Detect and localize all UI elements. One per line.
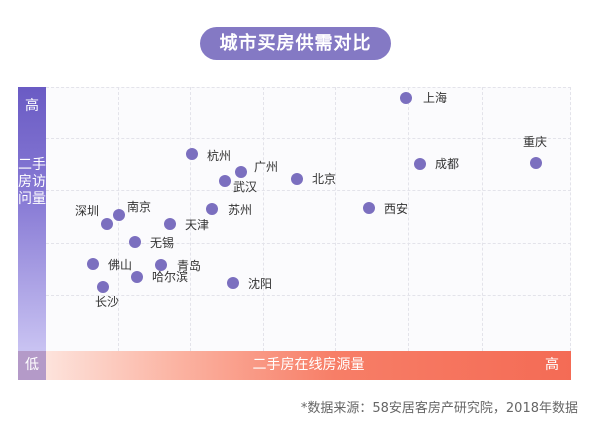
data-point-label: 广州	[254, 160, 279, 174]
x-axis-bar: 二手房在线房源量 高	[46, 351, 571, 380]
data-point-label: 南京	[127, 200, 152, 214]
x-axis-title: 二手房在线房源量	[252, 357, 365, 373]
data-point-label: 哈尔滨	[152, 270, 189, 284]
axis-low-label: 低	[18, 351, 46, 380]
gridline-vertical	[263, 87, 264, 351]
gridline-horizontal	[46, 138, 571, 139]
y-axis-bar: 高 二手房访问量	[18, 87, 46, 351]
gridline-vertical	[190, 87, 191, 351]
y-axis-high-label: 高	[25, 98, 39, 114]
data-source-note: *数据来源：58安居客房产研究院，2018年数据	[300, 401, 578, 416]
data-point-label: 沈阳	[248, 277, 273, 291]
data-point	[87, 258, 99, 270]
data-point	[129, 236, 141, 248]
data-point	[164, 218, 176, 230]
data-point	[131, 271, 143, 283]
data-point	[414, 158, 426, 170]
gridline-vertical	[570, 87, 571, 351]
data-point-label: 无锡	[150, 236, 175, 250]
gridline-horizontal	[46, 87, 571, 88]
data-point-label: 重庆	[523, 135, 548, 149]
data-point	[530, 157, 542, 169]
data-point-label: 北京	[312, 172, 337, 186]
plot-area	[46, 87, 571, 351]
data-point-label: 西安	[384, 202, 409, 216]
data-point	[363, 202, 375, 214]
data-point	[97, 281, 109, 293]
data-point	[186, 148, 198, 160]
data-point	[235, 166, 247, 178]
y-axis-title: 二手房访问量	[18, 157, 46, 207]
data-point-label: 佛山	[108, 258, 133, 272]
gridline-horizontal	[46, 243, 571, 244]
data-point	[400, 92, 412, 104]
data-point-label: 武汉	[233, 180, 258, 194]
data-point-label: 深圳	[75, 204, 100, 218]
data-point-label: 上海	[423, 91, 448, 105]
data-point-label: 青岛	[177, 259, 202, 273]
data-point	[291, 173, 303, 185]
data-point	[155, 259, 167, 271]
gridline-vertical	[408, 87, 409, 351]
data-point-label: 苏州	[228, 203, 253, 217]
gridline-horizontal	[46, 295, 571, 296]
chart-title: 城市买房供需对比	[200, 27, 391, 60]
data-point	[219, 175, 231, 187]
data-point-label: 成都	[435, 157, 460, 171]
data-point-label: 长沙	[95, 295, 120, 309]
gridline-vertical	[482, 87, 483, 351]
gridline-horizontal	[46, 190, 571, 191]
data-point	[227, 277, 239, 289]
data-point	[206, 203, 218, 215]
data-point	[101, 218, 113, 230]
data-point-label: 杭州	[207, 149, 232, 163]
data-point-label: 天津	[185, 218, 210, 232]
data-point	[113, 209, 125, 221]
x-axis-high-label: 高	[545, 357, 559, 373]
gridline-vertical	[335, 87, 336, 351]
